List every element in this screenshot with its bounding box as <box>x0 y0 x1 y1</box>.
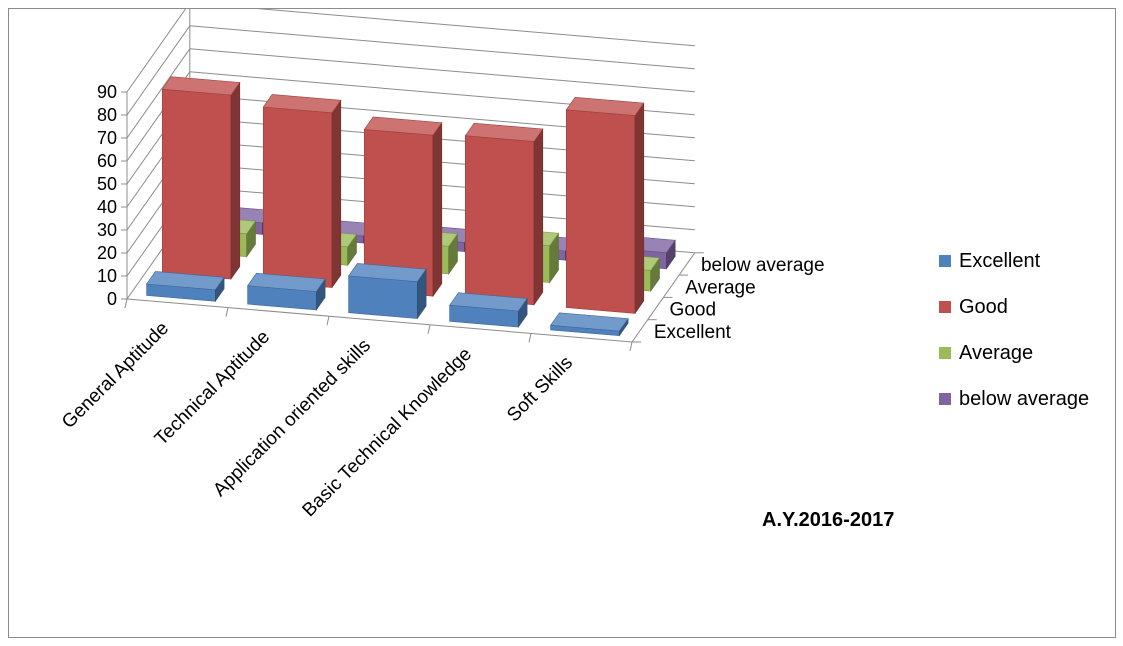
bar-top-excellent-application-oriented-skills <box>348 263 427 283</box>
bar-top-good-application-oriented-skills <box>363 116 443 136</box>
bar-top-excellent-general-aptitude <box>146 271 225 291</box>
legend-label-excellent: Excellent <box>959 250 1041 272</box>
depth-label-average: Average <box>685 277 755 298</box>
xtick-mark-1 <box>225 307 229 317</box>
bar-good-soft-skills <box>565 109 636 314</box>
ytick-label-0: 0 <box>107 289 117 309</box>
ytick-label-50: 50 <box>97 174 117 194</box>
x-axis-line <box>126 298 633 343</box>
side-gridline-70 <box>126 48 191 139</box>
bar-side-good-general-aptitude <box>230 81 241 280</box>
bar-top-excellent-technical-aptitude <box>247 272 326 292</box>
chart-title: A.Y.2016-2017 <box>762 509 895 531</box>
ytick-label-20: 20 <box>97 243 117 263</box>
gridline-90 <box>256 9 695 47</box>
side-gridline-90 <box>126 9 187 93</box>
category-label-soft-skills: Soft Skills <box>503 352 577 426</box>
bar-side-good-technical-aptitude <box>331 99 342 289</box>
depth-label-good: Good <box>670 300 716 321</box>
ytick-label-40: 40 <box>97 197 117 217</box>
ytick-label-70: 70 <box>97 128 117 148</box>
xtick-mark-5 <box>629 341 633 352</box>
depth-label-below-average: below average <box>701 255 825 276</box>
ytick-label-90: 90 <box>97 82 117 102</box>
bar-top-good-soft-skills <box>565 96 645 116</box>
legend-label-good: Good <box>959 296 1008 318</box>
gridline-70 <box>189 48 695 93</box>
bar-top-excellent-soft-skills <box>550 312 629 332</box>
bar-side-good-soft-skills <box>634 102 645 315</box>
bar-chart-3d: 0 10 20 30 40 50 60 70 80 90 General AptitudeTechn… <box>58 9 825 521</box>
legend-label-average: Average <box>959 342 1034 364</box>
bar-side-good-application-oriented-skills <box>432 121 443 298</box>
ytick-label-60: 60 <box>97 151 117 171</box>
depth-label-excellent: Excellent <box>654 322 732 343</box>
category-label-general-aptitude: General Aptitude <box>58 318 173 433</box>
bar-top-excellent-basic-technical-knowledge <box>449 292 528 312</box>
category-label-technical-aptitude: Technical Aptitude <box>151 327 274 450</box>
bar-excellent-application-oriented-skills <box>348 275 418 319</box>
legend-label-below-average: below average <box>959 388 1090 410</box>
ytick-label-10: 10 <box>97 266 117 286</box>
xtick-mark-2 <box>326 316 330 326</box>
ytick-label-80: 80 <box>97 105 117 125</box>
side-gridline-80 <box>126 25 191 116</box>
legend-swatch-excellent <box>939 255 951 267</box>
bar-side-good-basic-technical-knowledge <box>533 128 544 306</box>
bar-good-technical-aptitude <box>263 106 333 288</box>
xtick-mark-4 <box>528 333 532 343</box>
gridline-80 <box>189 25 695 70</box>
bar-good-general-aptitude <box>162 88 232 280</box>
legend-swatch-average <box>939 347 951 359</box>
bar-top-good-basic-technical-knowledge <box>464 122 544 142</box>
xtick-mark-3 <box>427 324 431 334</box>
ytick-label-30: 30 <box>97 220 117 240</box>
legend-swatch-good <box>939 301 951 313</box>
xtick-mark-0 <box>124 298 128 309</box>
legend-swatch-below-average <box>939 393 951 405</box>
bar-top-good-technical-aptitude <box>262 94 342 114</box>
bar-top-good-general-aptitude <box>161 76 241 96</box>
chart-frame: 0 10 20 30 40 50 60 70 80 90 General Aptitude Techn… <box>8 8 1116 638</box>
bar-good-basic-technical-knowledge <box>464 135 535 306</box>
